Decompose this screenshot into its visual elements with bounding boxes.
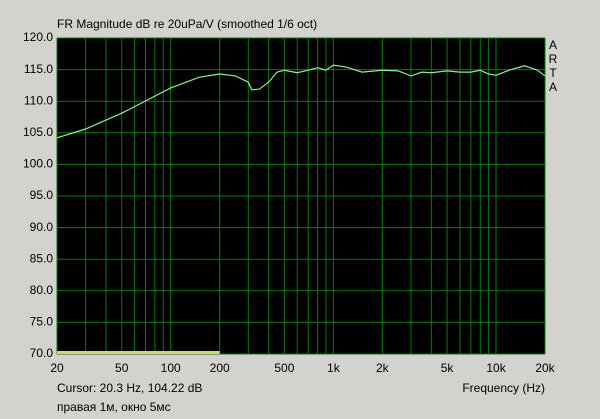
- x-tick-label: 20: [50, 361, 64, 375]
- response-line: [56, 64, 546, 139]
- x-tick-label: 2k: [376, 361, 390, 375]
- x-tick-label: 500: [274, 361, 294, 375]
- x-tick-label: 5k: [441, 361, 455, 375]
- x-tick-label: 50: [115, 361, 129, 375]
- y-tick-label: 70.0: [30, 346, 54, 360]
- x-tick-label: 200: [210, 361, 230, 375]
- y-tick-label: 105.0: [23, 125, 53, 139]
- x-tick-label: 100: [161, 361, 181, 375]
- y-tick-label: 90.0: [30, 220, 54, 234]
- y-tick-label: 80.0: [30, 283, 54, 297]
- x-tick-label: 20k: [535, 361, 555, 375]
- y-tick-label: 120.0: [23, 30, 53, 44]
- y-tick-label: 100.0: [23, 157, 53, 171]
- y-tick-label: 95.0: [30, 188, 54, 202]
- x-axis-label: Frequency (Hz): [462, 381, 545, 395]
- note: правая 1м, окно 5мс: [57, 400, 171, 414]
- y-tick-label: 85.0: [30, 251, 54, 265]
- x-tick-label: 1k: [327, 361, 341, 375]
- y-tick-label: 115.0: [24, 62, 53, 76]
- x-tick-label: 10k: [486, 361, 506, 375]
- cursor-readout: Cursor: 20.3 Hz, 104.22 dB: [57, 381, 202, 395]
- y-tick-label: 110.0: [24, 93, 53, 107]
- y-tick-label: 75.0: [30, 315, 54, 329]
- chart-title: FR Magnitude dB re 20uPa/V (smoothed 1/6…: [57, 17, 317, 31]
